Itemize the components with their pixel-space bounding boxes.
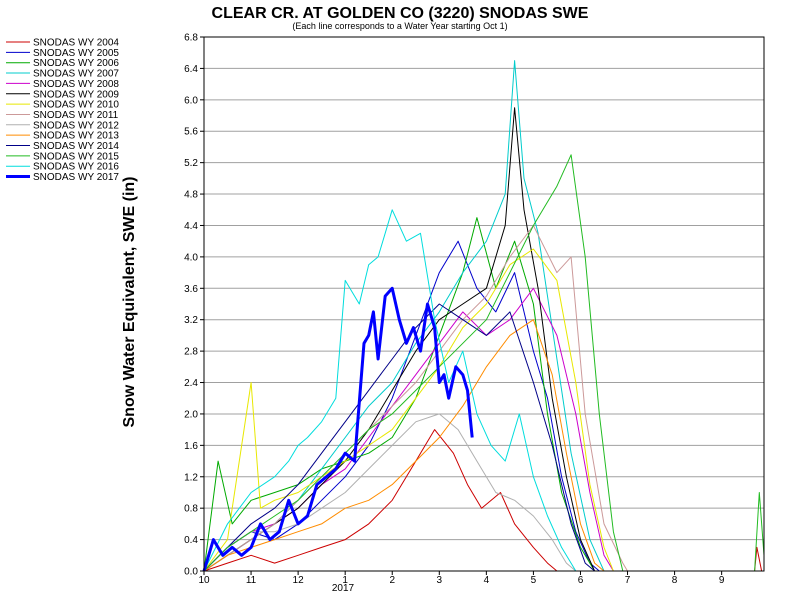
y-tick-label: 3.2 <box>184 315 198 326</box>
x-tick-label: 1 <box>342 575 348 586</box>
legend-entry: SNODAS WY 2006 <box>33 58 119 69</box>
legend-entry: SNODAS WY 2013 <box>33 131 119 142</box>
y-tick-label: 0.8 <box>184 504 198 515</box>
x-tick-label: 11 <box>246 575 257 586</box>
legend-entry: SNODAS WY 2011 <box>33 110 119 121</box>
series-line-snodas-wy-2007 <box>203 60 605 572</box>
x-tick-label: 3 <box>437 575 443 586</box>
x-tick-label: 8 <box>672 575 678 586</box>
series-line-snodas-wy-2015 <box>203 154 765 572</box>
y-tick-label: 0.4 <box>184 535 198 546</box>
y-axis-label: Snow Water Equivalent, SWE (in) <box>121 177 138 428</box>
y-tick-label: 4.4 <box>184 221 198 232</box>
y-tick-label: 2.8 <box>184 347 198 358</box>
x-tick-labels: 10 11 12 1 2 3 4 5 6 7 8 9 <box>198 571 725 586</box>
x-tick-label: 4 <box>484 575 490 586</box>
chart-subtitle: (Each line corresponds to a Water Year s… <box>292 21 507 31</box>
series-line-snodas-wy-2017 <box>202 286 474 572</box>
legend-entry: SNODAS WY 2009 <box>33 89 119 100</box>
x-tick-label: 6 <box>578 575 584 586</box>
y-tick-label: 4.0 <box>184 252 198 263</box>
legend-entry: SNODAS WY 2007 <box>33 69 119 80</box>
x-tick-label: 5 <box>531 575 537 586</box>
series-line-snodas-wy-2005 <box>203 240 600 572</box>
series-line-snodas-wy-2006 <box>203 217 596 572</box>
series-line-snodas-wy-2016 <box>203 209 577 572</box>
y-tick-label: 4.8 <box>184 190 198 201</box>
y-tick-label: 3.6 <box>184 284 198 295</box>
y-tick-label: 6.4 <box>184 64 198 75</box>
series-line-snodas-wy-2013 <box>203 319 605 572</box>
y-tick-label: 2.0 <box>184 409 198 420</box>
legend-entry: SNODAS WY 2012 <box>33 120 119 131</box>
x-tick-label: 12 <box>293 575 305 586</box>
legend-entry: SNODAS WY 2010 <box>33 100 119 111</box>
y-tick-label: 5.6 <box>184 127 198 138</box>
series-line-snodas-wy-2012 <box>203 413 577 572</box>
y-tick-label: 5.2 <box>184 158 198 169</box>
legend-entry: SNODAS WY 2014 <box>33 141 119 152</box>
series-line-snodas-wy-2004 <box>203 429 763 572</box>
y-tick-label: 6.0 <box>184 95 198 106</box>
grid-lines <box>204 36 764 572</box>
legend-entry: SNODAS WY 2008 <box>33 79 119 90</box>
legend-entry: SNODAS WY 2005 <box>33 48 119 59</box>
y-tick-labels: 0.0 0.4 0.8 1.2 1.6 2.0 2.4 2.8 3.2 3.6 4.0 4.4 4.8 5… <box>184 33 204 578</box>
x-tick-label: 2 <box>389 575 395 586</box>
plot-frame <box>203 36 765 572</box>
x-tick-label: 9 <box>719 575 725 586</box>
x-tick-label: 10 <box>198 575 210 586</box>
legend-entry: SNODAS WY 2015 <box>33 151 119 162</box>
y-tick-label: 1.6 <box>184 441 198 452</box>
chart-title: CLEAR CR. AT GOLDEN CO (3220) SNODAS SWE <box>212 5 589 22</box>
legend-entry: SNODAS WY 2017 <box>33 172 119 183</box>
legend-entry: SNODAS WY 2004 <box>33 38 119 49</box>
y-tick-label: 0.0 <box>184 567 198 578</box>
legend-entry: SNODAS WY 2016 <box>33 162 119 173</box>
year-label: 2017 <box>332 583 355 594</box>
y-tick-label: 6.8 <box>184 33 198 44</box>
x-tick-label: 7 <box>625 575 631 586</box>
y-tick-label: 2.4 <box>184 378 198 389</box>
series-line-snodas-wy-2008 <box>203 287 614 572</box>
series-lines <box>202 60 765 572</box>
series-line-snodas-wy-2014 <box>203 303 595 572</box>
series-line-snodas-wy-2009 <box>203 107 596 572</box>
series-line-snodas-wy-2010 <box>203 248 614 572</box>
y-tick-label: 1.2 <box>184 472 198 483</box>
